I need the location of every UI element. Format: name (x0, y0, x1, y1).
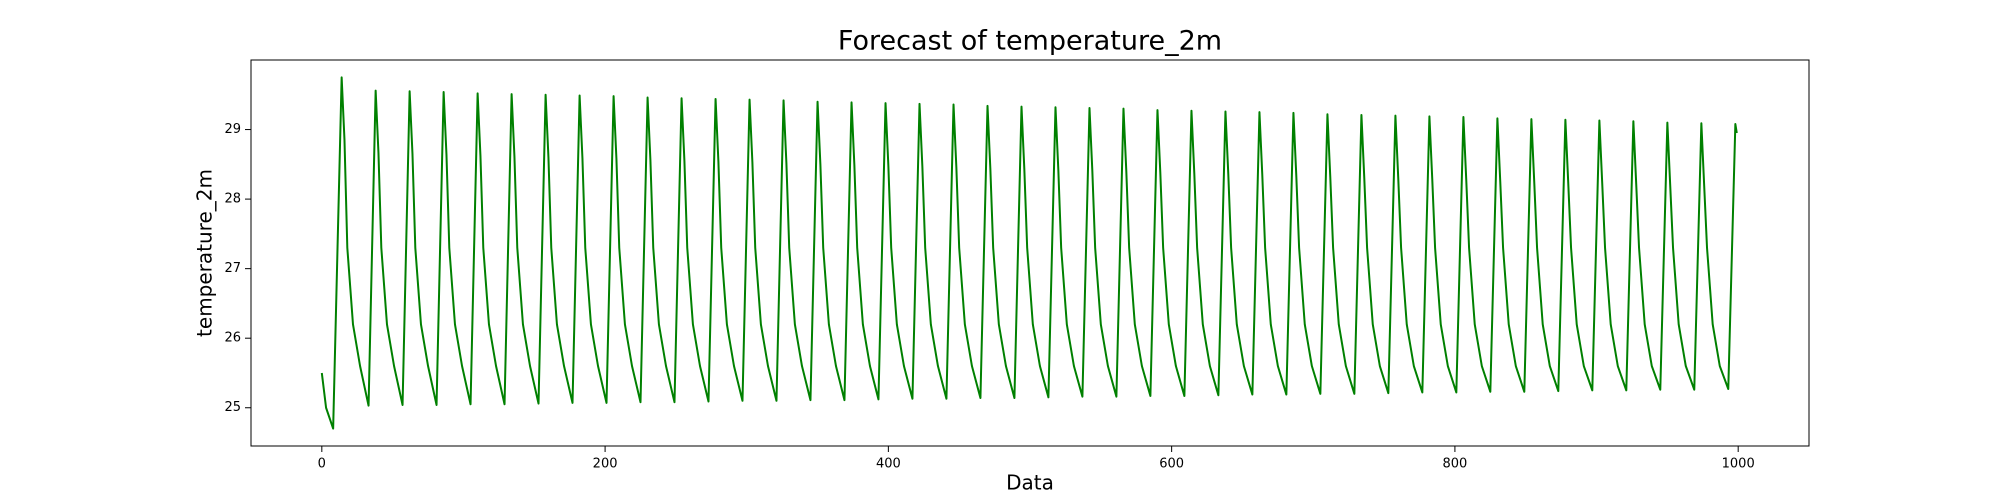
y-tick-label: 28 (224, 192, 241, 207)
chart-title: Forecast of temperature_2m (838, 26, 1222, 57)
x-tick-label: 800 (1442, 457, 1467, 472)
x-tick-label: 0 (318, 457, 326, 472)
y-tick-label: 29 (224, 122, 241, 137)
x-tick-label: 600 (1159, 457, 1184, 472)
y-axis-label: temperature_2m (193, 169, 217, 337)
plot-frame (250, 59, 1810, 447)
y-tick-label: 26 (224, 331, 241, 346)
x-tick-label: 400 (876, 457, 901, 472)
x-tick-label: 200 (593, 457, 618, 472)
x-tick-label: 1000 (1722, 457, 1755, 472)
y-tick-label: 25 (224, 400, 241, 415)
y-tick-label: 27 (224, 261, 241, 276)
data-line (320, 76, 1738, 430)
x-axis-label: Data (1006, 471, 1054, 495)
